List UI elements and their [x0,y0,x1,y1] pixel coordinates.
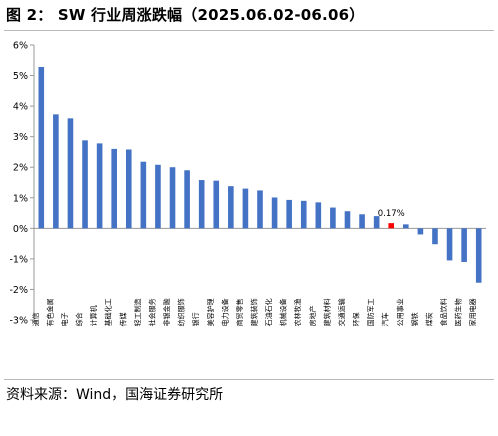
category-label: 电子 [60,312,69,326]
category-label: 建筑装饰 [250,298,259,326]
category-label: 机械设备 [279,298,288,326]
bar-28 [432,228,438,245]
bar-29 [446,228,453,261]
category-label: 非银金融 [162,298,171,326]
bar-31 [475,228,482,283]
category-label: 农林牧渔 [293,298,302,326]
bar-4 [82,140,88,229]
category-label: 建筑材料 [322,298,331,326]
figure-title: 图 2： SW 行业周涨跌幅（2025.06.02-06.06） [6,6,365,24]
category-label: 综合 [75,312,84,326]
category-label: 社会服务 [147,298,156,326]
category-label: 轻工制造 [133,298,142,326]
category-label: 国防军工 [366,298,375,326]
bar-19 [300,200,307,229]
y-tick-label: 4% [13,102,28,113]
category-label: 电力设备 [220,298,229,326]
bar-20 [315,202,322,229]
category-label: 汽车 [381,312,390,326]
category-label: 通信 [31,312,40,326]
bar-11 [184,170,190,229]
bar-23 [359,214,365,229]
top-rule [4,30,494,31]
bottom-rule [4,379,494,380]
category-label: 交通运输 [337,298,346,326]
category-label: 美容护理 [206,298,215,326]
data-label: 0.17% [378,209,405,219]
category-label: 基础化工 [104,298,113,326]
category-label: 商贸零售 [235,298,244,326]
category-label: 计算机 [89,305,98,326]
y-tick-label: -3% [10,316,29,327]
category-label: 家用电器 [468,298,477,326]
bar-2 [53,114,59,229]
y-tick-label: 0% [13,224,28,235]
bar-6 [111,148,117,229]
category-label: 食品饮料 [439,298,448,326]
y-tick-label: 5% [13,71,28,82]
y-tick-label: -1% [10,254,29,265]
y-tick-label: 6% [13,41,28,52]
category-label: 传媒 [118,312,127,326]
bar-22 [344,211,351,229]
category-label: 房地产 [308,305,317,326]
source-note: 资料来源：Wind，国海证券研究所 [6,387,224,403]
bar-30 [461,228,467,262]
bar-17 [271,197,278,229]
category-label: 银行 [191,312,200,326]
bar-16 [257,190,263,229]
category-label: 钢铁 [410,312,419,326]
bar-7 [125,149,132,229]
bar-8 [140,161,147,229]
bar-9 [155,164,161,229]
bar-26 [403,224,409,229]
category-label: 有色金属 [45,298,54,326]
bar-27 [417,228,424,235]
category-label: 煤炭 [424,312,433,326]
bar-18 [286,199,292,229]
bar-15 [242,188,249,229]
bar-3 [67,118,74,229]
y-tick-label: 2% [13,163,28,174]
bar-10 [169,167,176,229]
y-tick-label: 3% [13,132,28,143]
category-label: 石油石化 [264,298,273,326]
category-label: 医药生物 [454,298,463,326]
bar-25 [388,223,395,229]
bar-chart: -3% -2% -1% 0% 1% 2% 3% 4% 5% 6% 通信 有色金属 电子 综合 计算机 基础化工… [10,41,486,327]
y-tick-label: -2% [10,285,29,296]
category-label: 环保 [352,312,361,326]
bar-14 [228,186,234,229]
category-label: 纺织服饰 [177,298,186,326]
bar-21 [330,207,336,229]
bar-5 [96,143,103,229]
bar-12 [198,180,205,229]
bar-24 [373,216,380,229]
category-label: 公用事业 [395,298,404,326]
bar-1 [38,67,45,229]
y-tick-label: 1% [13,193,28,204]
bar-13 [213,180,220,229]
